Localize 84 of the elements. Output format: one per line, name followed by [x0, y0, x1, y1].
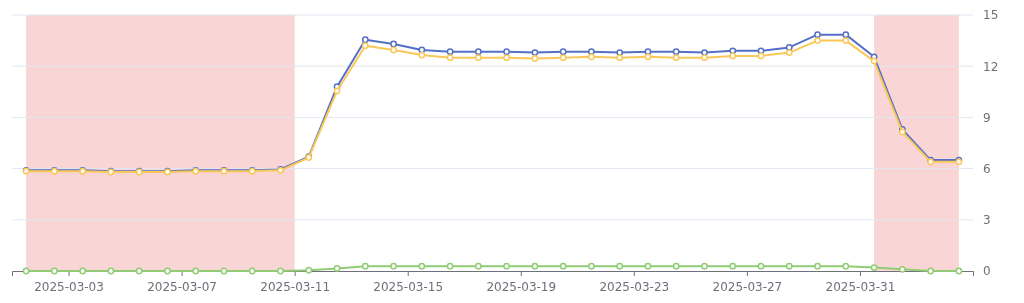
- point: [814, 262, 821, 270]
- point: [701, 49, 708, 56]
- point: [51, 267, 58, 275]
- point: [164, 267, 171, 275]
- x-tick-label: 2025-03-07: [147, 279, 217, 294]
- point: [531, 262, 539, 270]
- x-tick-label: 2025-03-19: [486, 279, 557, 294]
- point: [588, 262, 595, 270]
- point: [616, 262, 624, 270]
- point: [559, 54, 567, 62]
- point: [729, 262, 737, 270]
- point: [418, 51, 426, 59]
- point: [418, 262, 426, 270]
- point: [701, 54, 708, 62]
- point: [870, 264, 878, 271]
- point: [588, 53, 595, 61]
- point: [79, 267, 87, 275]
- y-tick-label: 12: [983, 59, 999, 74]
- y-tick-label: 15: [983, 8, 999, 23]
- point: [503, 54, 511, 62]
- point: [870, 57, 878, 65]
- point: [701, 262, 708, 270]
- point: [135, 267, 143, 275]
- point: [842, 31, 850, 39]
- y-tick-label: 0: [983, 264, 991, 279]
- x-tick-label: 2025-03-31: [825, 279, 896, 294]
- point: [474, 262, 482, 270]
- point: [107, 267, 115, 275]
- point: [531, 55, 539, 62]
- point: [729, 47, 737, 55]
- point: [277, 267, 284, 275]
- point: [248, 267, 256, 275]
- point: [842, 37, 850, 44]
- point: [559, 48, 567, 56]
- point: [955, 267, 963, 275]
- point: [361, 42, 369, 50]
- point: [644, 53, 652, 61]
- point: [785, 44, 793, 51]
- point: [361, 36, 369, 44]
- point: [503, 48, 511, 56]
- point: [220, 267, 228, 275]
- point: [672, 48, 680, 56]
- point: [559, 262, 567, 270]
- point: [333, 265, 341, 272]
- point: [503, 262, 511, 270]
- y-tick-label: 9: [983, 110, 991, 125]
- point: [390, 40, 397, 48]
- point: [474, 54, 482, 62]
- point: [588, 48, 595, 56]
- point: [672, 54, 680, 62]
- point: [757, 52, 765, 60]
- point: [927, 267, 934, 275]
- x-tick-label: 2025-03-27: [712, 279, 783, 294]
- point: [814, 31, 821, 39]
- point: [616, 49, 624, 56]
- point: [644, 48, 652, 56]
- x-tick-label: 2025-03-11: [260, 279, 331, 294]
- point: [305, 266, 313, 274]
- point: [644, 262, 652, 270]
- point: [390, 46, 397, 54]
- point: [814, 37, 821, 44]
- point: [785, 262, 793, 270]
- point: [531, 49, 539, 56]
- point: [446, 262, 454, 270]
- point: [757, 262, 765, 270]
- point: [446, 48, 454, 56]
- point: [333, 87, 341, 95]
- point: [616, 54, 624, 62]
- point: [192, 267, 200, 275]
- point: [361, 262, 369, 270]
- point: [785, 49, 793, 56]
- point: [672, 262, 680, 270]
- y-tick-label: 3: [983, 213, 991, 228]
- point: [22, 267, 30, 275]
- point: [390, 262, 397, 270]
- point: [898, 265, 906, 273]
- x-tick-label: 2025-03-03: [34, 279, 104, 294]
- point: [446, 54, 454, 62]
- x-tick-label: 2025-03-23: [599, 279, 670, 294]
- point: [474, 48, 482, 56]
- y-tick-label: 6: [983, 161, 991, 176]
- point: [729, 52, 737, 60]
- x-tick-label: 2025-03-15: [373, 279, 444, 294]
- point: [842, 262, 850, 270]
